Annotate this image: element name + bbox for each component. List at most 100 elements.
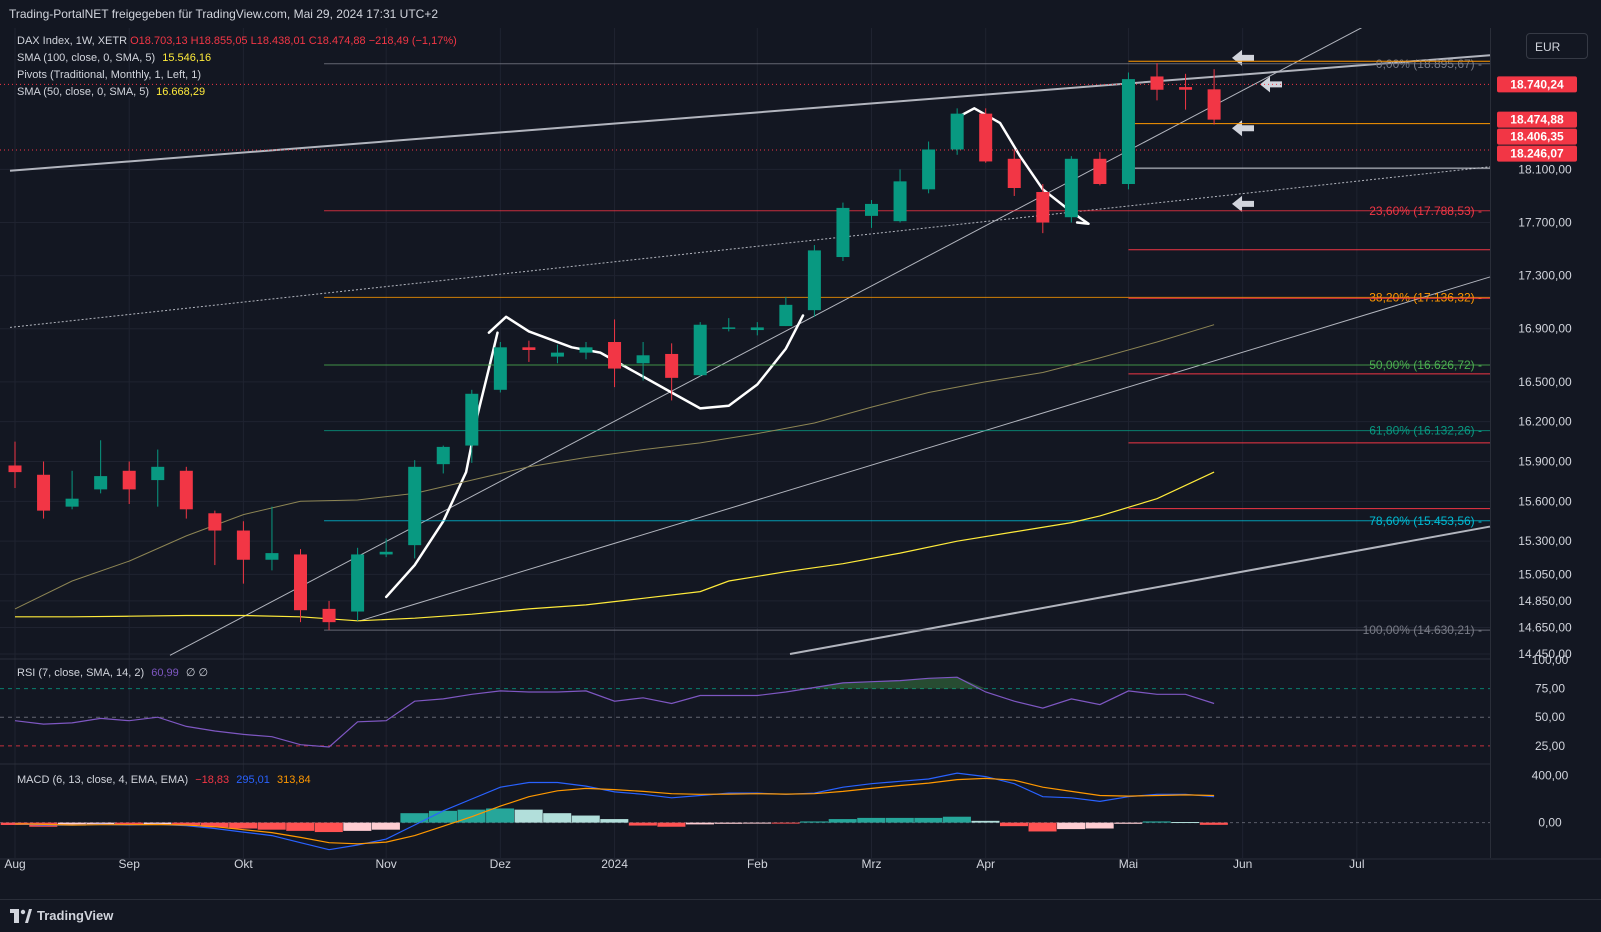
price-tick-label: 18.100,00 [1518, 162, 1572, 176]
candle-body [1207, 89, 1221, 120]
candle-body [408, 466, 422, 546]
macd-hist-bar [600, 819, 629, 823]
candle-body [294, 554, 307, 611]
candle-body [1093, 158, 1107, 185]
time-tick-label: Dez [490, 857, 511, 871]
candle-body [1150, 76, 1164, 90]
macd-hist-bar [57, 822, 86, 826]
legend-sma50-value: 16.668,29 [156, 86, 206, 98]
fib-level-label: 38,20% (17.136,32) - [1369, 290, 1482, 304]
macd-hist-bar [1057, 822, 1086, 830]
candle-body [351, 554, 365, 612]
macd-hist-bar [114, 822, 143, 825]
macd-hist-bar [229, 822, 258, 829]
trend-line-upper [9, 54, 1491, 172]
legend-sma100: SMA (100, close, 0, SMA, 5) 15.546,16 [17, 52, 211, 64]
candle-body [379, 551, 393, 555]
candle-body [322, 608, 336, 623]
macd-hist-bar [885, 817, 914, 823]
price-tick-label: 15.900,00 [1518, 455, 1572, 469]
legend-rsi-label: RSI (7, close, SMA, 14, 2) [17, 667, 145, 679]
macd-hist-bar [628, 822, 657, 826]
chart-canvas[interactable]: 0,00% (18.895,67) - 23,60% (17.788,53) - 3… [0, 28, 1601, 899]
legend-rsi-extra: ∅ ∅ [185, 667, 209, 679]
candle-body [94, 476, 108, 490]
level-lines: 0,00% (18.895,67) - 23,60% (17.788,53) - 3… [0, 57, 1490, 637]
candle-body [151, 466, 165, 481]
macd-hist-bar [0, 822, 29, 825]
price-tick-label: 16.500,00 [1518, 375, 1572, 389]
price-badge-label: 18.740,24 [1510, 77, 1564, 91]
candle-body [179, 470, 193, 510]
candle-body [436, 446, 450, 465]
fib-level-label: 50,00% (16.626,72) - [1369, 358, 1482, 372]
brush-stroke [953, 107, 1090, 226]
rsi-pane [0, 676, 1490, 748]
macd-hist-bar [1085, 822, 1114, 829]
price-tick-label: 15.600,00 [1518, 494, 1572, 508]
macd-hist-bar [571, 815, 600, 823]
legend-macd-label: MACD (6, 13, close, 4, EMA, EMA) [17, 774, 189, 786]
legend-change: −218,49 (−1,17%) [368, 35, 457, 47]
candle-body [465, 393, 479, 446]
price-badge-label: 18.246,07 [1510, 147, 1564, 161]
candle-body [265, 553, 279, 560]
time-tick-label: Feb [747, 857, 768, 871]
price-axis-bg [1491, 28, 1601, 858]
legend-sma50: SMA (50, close, 0, SMA, 5) 16.668,29 [17, 86, 205, 98]
macd-signal-line [14, 777, 1215, 845]
legend-close: C18.474,88 [308, 35, 366, 47]
currency-button[interactable]: EUR [1526, 33, 1588, 59]
macd-hist-bar [971, 820, 1000, 823]
price-tick-label: 17.700,00 [1518, 216, 1572, 230]
rsi-tick-label: 100,00 [1532, 653, 1569, 667]
macd-hist-bar [714, 822, 743, 824]
fib-level-label: 78,60% (15.453,56) - [1369, 514, 1482, 528]
candle-body [1121, 79, 1135, 185]
tradingview-logo[interactable]: TradingView [10, 908, 113, 923]
price-tick-label: 16.200,00 [1518, 415, 1572, 429]
macd-hist-bar [286, 822, 315, 831]
fib-level-label: 23,60% (17.788,53) - [1369, 204, 1482, 218]
fib-level-label: 61,80% (16.132,26) - [1369, 424, 1482, 438]
macd-hist-bar [800, 821, 829, 823]
pane-separators [0, 28, 1601, 860]
price-axis[interactable]: 18.100,00 17.700,00 17.300,00 16.900,00 16.5… [1491, 28, 1601, 858]
price-tick-label: 15.300,00 [1518, 534, 1572, 548]
macd-hist-bar [86, 822, 115, 825]
macd-pane [0, 772, 1490, 851]
price-tick-label: 15.050,00 [1518, 567, 1572, 581]
legend-macd: MACD (6, 13, close, 4, EMA, EMA) −18,83 … [17, 774, 311, 786]
macd-hist-bar [1114, 822, 1143, 824]
candle-body [1064, 158, 1078, 218]
macd-hist-bar [1028, 822, 1057, 832]
macd-hist-bar [543, 813, 572, 823]
time-tick-label: Mrz [862, 857, 882, 871]
candle-body [65, 498, 79, 507]
candle-body [550, 352, 564, 357]
macd-tick-label: 0,00 [1538, 816, 1562, 830]
candle-body [1007, 158, 1021, 188]
rsi-tick-label: 75,00 [1535, 682, 1565, 696]
macd-hist-bar [200, 822, 229, 828]
arrow-marker [1232, 49, 1254, 66]
legend-sma100-label: SMA (100, close, 0, SMA, 5) [17, 52, 156, 64]
legend-symbol: DAX Index, 1W, XETR [17, 35, 128, 47]
time-tick-label: Mai [1119, 857, 1138, 871]
time-axis[interactable]: Aug Sep Okt Nov Dez 2024 Feb Mrz Apr Mai Jun Jul [4, 857, 1364, 871]
candle-body [1036, 191, 1050, 223]
price-tick-label: 17.300,00 [1518, 269, 1572, 283]
trend-line-lower [789, 525, 1491, 656]
price-badge [1497, 76, 1577, 93]
legend-pivots: Pivots (Traditional, Monthly, 1, Left, 1… [17, 69, 201, 81]
macd-hist-bar [828, 819, 857, 823]
legend-rsi-value: 60,99 [151, 667, 179, 679]
arrow-marker [1232, 195, 1254, 212]
fib-level-label: 0,00% (18.895,67) - [1376, 57, 1482, 71]
price-badge [1497, 128, 1577, 145]
price-badge-label: 18.474,88 [1510, 113, 1564, 127]
candle-body [8, 465, 22, 473]
time-tick-label: Apr [976, 857, 995, 871]
trend-line-steep [169, 28, 1363, 656]
macd-hist-bar [343, 822, 372, 831]
